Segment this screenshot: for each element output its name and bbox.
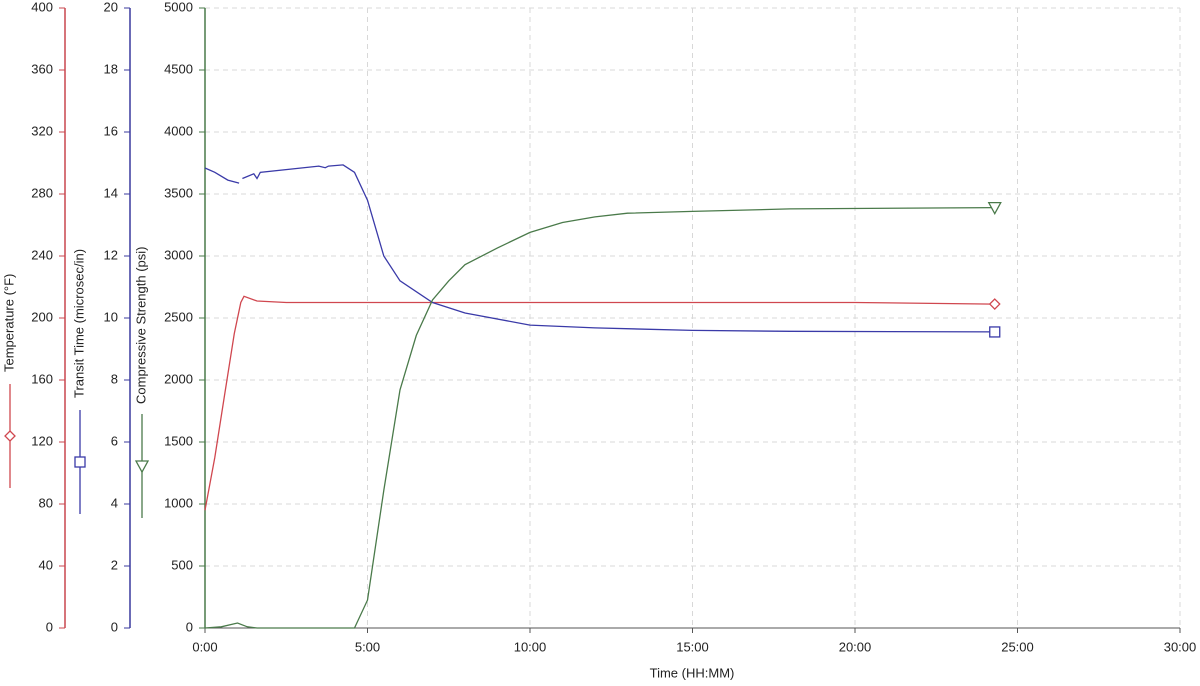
x-tick-label: 5:00 xyxy=(355,639,380,654)
y-tick-label: 14 xyxy=(104,185,118,200)
y-tick-label: 4500 xyxy=(164,61,193,76)
x-tick-label: 10:00 xyxy=(514,639,547,654)
x-axis-label: Time (HH:MM) xyxy=(650,665,735,680)
y-tick-label: 20 xyxy=(104,0,118,14)
y-tick-label: 2000 xyxy=(164,371,193,386)
x-tick-label: 15:00 xyxy=(676,639,709,654)
legend-marker xyxy=(74,456,86,468)
y-tick-label: 0 xyxy=(46,619,53,634)
y-tick-label: 12 xyxy=(104,247,118,262)
y-tick-label: 0 xyxy=(186,619,193,634)
y-tick-label: 18 xyxy=(104,61,118,76)
y-tick-label: 4 xyxy=(111,495,118,510)
y-tick-label: 5000 xyxy=(164,0,193,14)
y-tick-label: 200 xyxy=(31,309,53,324)
y-tick-label: 1500 xyxy=(164,433,193,448)
y-tick-label: 16 xyxy=(104,123,118,138)
y-axis-label: Temperature (°F) xyxy=(1,274,16,372)
end-marker xyxy=(988,298,1001,310)
end-marker xyxy=(989,326,1001,338)
end-marker xyxy=(987,201,1002,215)
y-tick-label: 10 xyxy=(104,309,118,324)
x-tick-label: 0:00 xyxy=(192,639,217,654)
y-tick-label: 4000 xyxy=(164,123,193,138)
series-line xyxy=(204,295,995,511)
y-tick-label: 80 xyxy=(39,495,53,510)
y-tick-label: 3500 xyxy=(164,185,193,200)
y-tick-label: 2 xyxy=(111,557,118,572)
y-tick-label: 120 xyxy=(31,433,53,448)
y-axis-label: Compressive Strength (psi) xyxy=(133,247,148,405)
y-tick-label: 1000 xyxy=(164,495,193,510)
x-tick-label: 20:00 xyxy=(839,639,872,654)
y-tick-label: 0 xyxy=(111,619,118,634)
y-tick-label: 40 xyxy=(39,557,53,572)
series-line xyxy=(204,164,995,333)
y-tick-label: 500 xyxy=(171,557,193,572)
y-tick-label: 400 xyxy=(31,0,53,14)
x-tick-label: 25:00 xyxy=(1001,639,1034,654)
y-tick-label: 3000 xyxy=(164,247,193,262)
y-tick-label: 360 xyxy=(31,61,53,76)
legend-marker xyxy=(134,460,150,474)
y-tick-label: 240 xyxy=(31,247,53,262)
y-tick-label: 160 xyxy=(31,371,53,386)
x-tick-label: 30:00 xyxy=(1164,639,1197,654)
series-line xyxy=(204,206,995,629)
y-tick-label: 2500 xyxy=(164,309,193,324)
y-tick-label: 280 xyxy=(31,185,53,200)
y-axis-label: Transit Time (microsec/in) xyxy=(71,249,86,398)
legend-marker xyxy=(4,430,16,442)
y-tick-label: 320 xyxy=(31,123,53,138)
y-tick-label: 8 xyxy=(111,371,118,386)
y-tick-label: 6 xyxy=(111,433,118,448)
